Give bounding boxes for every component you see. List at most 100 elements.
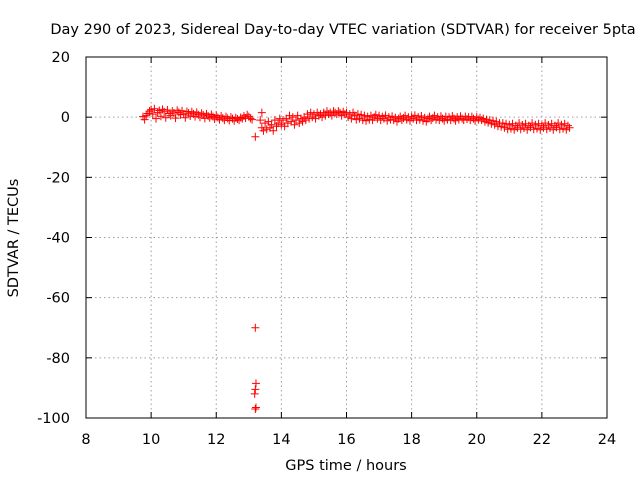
data-point [410,111,419,120]
data-point [534,119,543,128]
data-point [148,110,157,119]
data-point [318,113,327,122]
data-point [246,114,255,123]
data-point [435,116,444,125]
data-point [542,125,551,134]
data-point [492,117,501,126]
data-point [178,106,187,115]
data-point [251,323,260,332]
data-point [451,116,460,125]
x-tick-label: 12 [207,432,225,448]
data-point [547,119,556,128]
data-point [298,117,307,126]
data-point [379,114,388,123]
data-point [503,125,512,134]
data-point [171,114,180,123]
data-point [251,403,260,412]
data-point [163,105,172,114]
grid-lines [86,57,607,418]
data-point [248,115,257,124]
y-tick-label: -100 [37,411,70,427]
data-point [324,110,333,119]
data-point [508,119,517,128]
data-point [160,107,169,116]
data-point [256,116,265,125]
data-point [467,112,476,121]
data-point [365,115,374,124]
data-point [559,124,568,133]
data-point [239,111,248,120]
y-tick-label: 0 [61,110,70,126]
data-point [510,125,519,134]
data-point [279,116,288,125]
data-point [357,110,366,119]
y-tick-label: -40 [46,231,70,247]
data-point [262,125,271,134]
data-point [407,112,416,121]
data-point [471,116,480,125]
data-point [226,113,235,122]
data-point [150,104,159,113]
data-point [152,114,161,123]
data-point [521,119,530,128]
data-point [195,113,204,122]
data-point [477,116,486,125]
x-tick-label: 16 [337,432,355,448]
data-point [526,123,535,132]
data-point [274,119,283,128]
data-point [191,112,200,121]
data-point [243,110,252,119]
data-point [469,114,478,123]
data-point [541,119,550,128]
data-point [466,116,475,125]
data-point [557,120,566,129]
y-axis-label: SDTVAR / TECUs [6,179,22,298]
data-point [168,107,177,116]
x-tick-label: 18 [402,432,420,448]
data-point [430,111,439,120]
data-point [505,120,514,129]
data-point [506,124,515,133]
data-point [269,126,278,135]
data-point [397,116,406,125]
data-point [425,112,434,121]
data-point [378,112,387,121]
data-point [515,119,524,128]
data-point [427,116,436,125]
data-point [552,123,561,132]
data-point [147,105,156,114]
data-point [366,111,375,120]
data-point [438,114,447,123]
data-point [257,108,266,117]
data-point [352,115,361,124]
data-point [532,124,541,133]
x-axis-tick-labels: 8 10 12 14 16 18 20 22 24 [81,432,616,448]
data-point [210,114,219,123]
data-point [222,112,231,121]
data-point [155,106,164,115]
data-point [529,125,538,134]
data-point [334,107,343,116]
data-point [161,113,170,122]
data-point [205,113,214,122]
data-point [355,114,364,123]
data-point [531,120,540,129]
data-point [186,111,195,120]
data-point [217,111,226,120]
data-point [259,126,268,135]
data-point [371,110,380,119]
data-point [176,110,185,119]
data-point [500,123,509,132]
y-tick-label: -80 [46,351,70,367]
data-point [554,119,563,128]
data-point [236,113,245,122]
data-point [215,115,224,124]
data-point [396,112,405,121]
y-axis-tick-labels: 20 0 -20 -40 -60 -80 -100 [37,50,70,427]
data-point [485,116,494,125]
x-tick-label: 8 [81,432,90,448]
data-point [376,116,385,125]
data-point [285,111,294,120]
x-tick-label: 24 [598,432,616,448]
data-point [489,116,498,125]
